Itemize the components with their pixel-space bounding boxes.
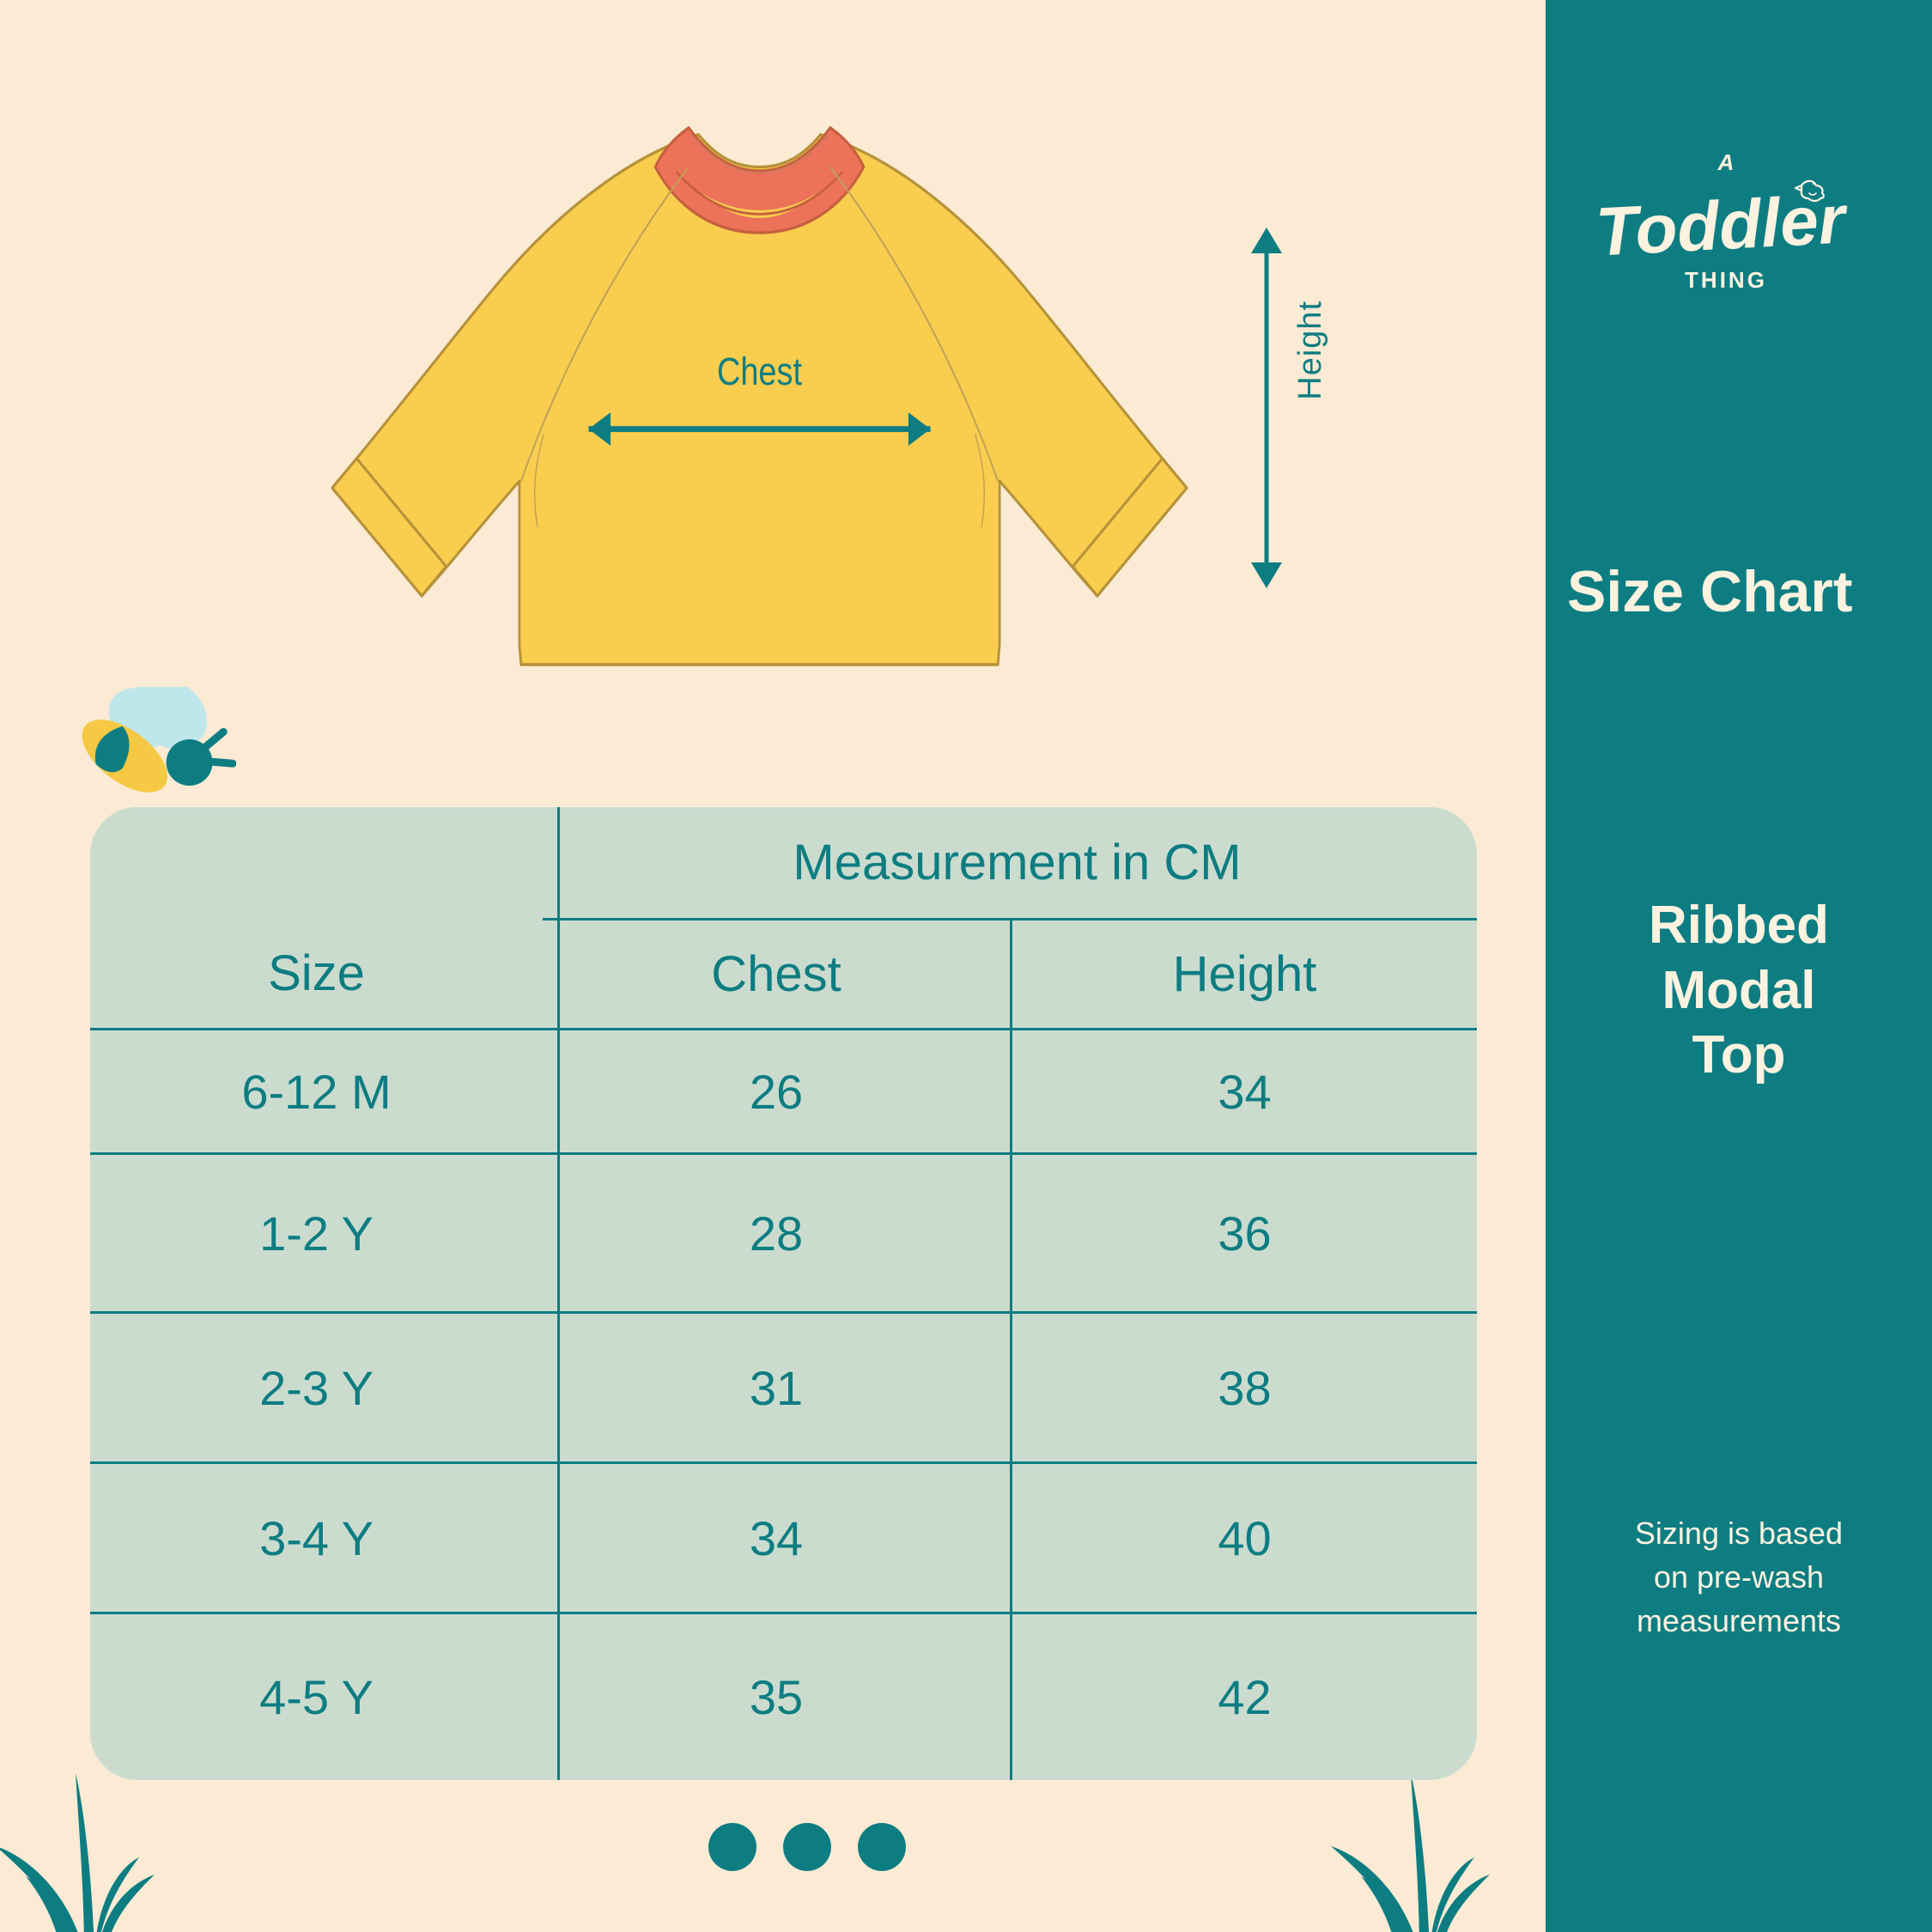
svg-text:THING: THING xyxy=(1685,267,1767,293)
svg-text:A: A xyxy=(1717,149,1735,175)
svg-text:Chest: Chest xyxy=(717,349,802,393)
